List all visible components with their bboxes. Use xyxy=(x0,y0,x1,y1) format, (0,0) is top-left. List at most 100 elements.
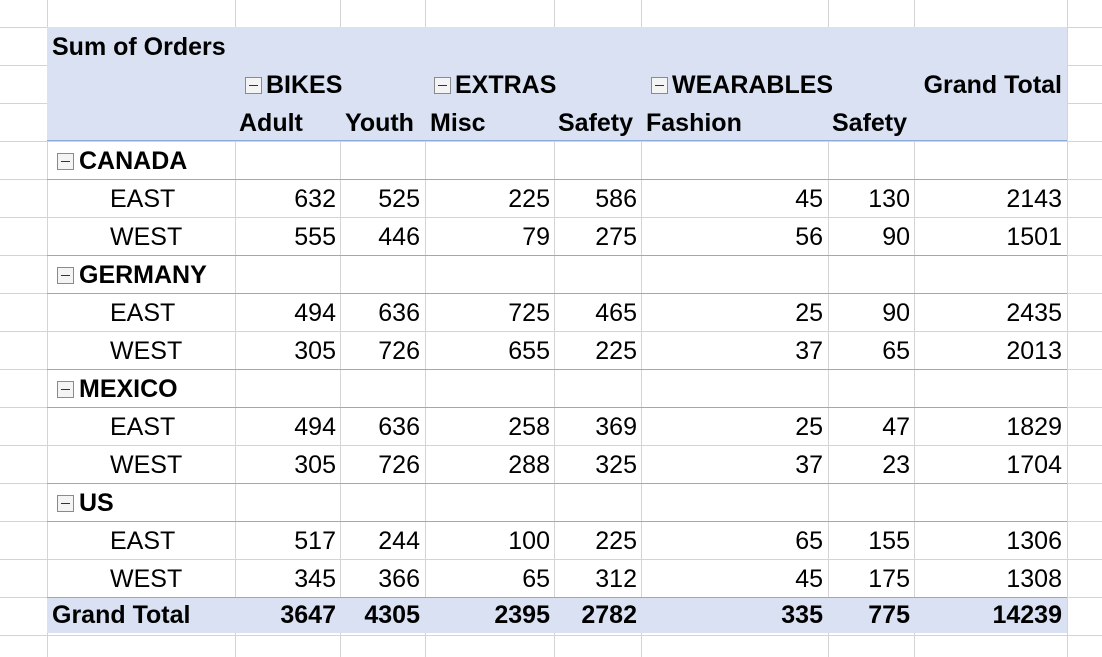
table-cell-value[interactable]: 555 xyxy=(294,223,336,251)
region-row-label[interactable]: WEST xyxy=(110,451,183,479)
table-cell-value[interactable]: 65 xyxy=(882,337,910,365)
row-grand-total[interactable]: 1308 xyxy=(1006,565,1062,593)
table-cell-value[interactable]: 45 xyxy=(795,185,823,213)
gridline-vertical xyxy=(425,0,426,657)
country-row-label[interactable]: GERMANY xyxy=(79,261,207,289)
row-grand-total[interactable]: 2013 xyxy=(1006,337,1062,365)
table-cell-value[interactable]: 655 xyxy=(508,337,550,365)
row-separator xyxy=(47,407,1067,408)
table-cell-value[interactable]: 305 xyxy=(294,451,336,479)
table-cell-value[interactable]: 345 xyxy=(294,565,336,593)
collapse-icon-country[interactable] xyxy=(57,381,74,398)
grand-total-overall[interactable]: 14239 xyxy=(992,601,1062,629)
collapse-icon-extras[interactable] xyxy=(434,77,451,94)
subcolumn-wearables-safety[interactable]: Safety xyxy=(832,109,908,137)
table-cell-value[interactable]: 494 xyxy=(294,413,336,441)
subcolumn-bikes-youth[interactable]: Youth xyxy=(345,109,414,137)
table-cell-value[interactable]: 175 xyxy=(868,565,910,593)
table-cell-value[interactable]: 225 xyxy=(595,527,637,555)
table-cell-value[interactable]: 56 xyxy=(795,223,823,251)
row-grand-total[interactable]: 1306 xyxy=(1006,527,1062,555)
row-grand-total[interactable]: 2143 xyxy=(1006,185,1062,213)
region-row-label[interactable]: EAST xyxy=(110,185,176,213)
collapse-icon-country[interactable] xyxy=(57,495,74,512)
table-cell-value[interactable]: 25 xyxy=(795,413,823,441)
table-cell-value[interactable]: 90 xyxy=(882,299,910,327)
country-row-label[interactable]: MEXICO xyxy=(79,375,178,403)
table-cell-value[interactable]: 369 xyxy=(595,413,637,441)
column-group-wearables[interactable]: WEARABLES xyxy=(672,71,834,99)
values-label[interactable]: Sum of Orders xyxy=(52,33,226,61)
table-cell-value[interactable]: 65 xyxy=(795,527,823,555)
table-cell-value[interactable]: 79 xyxy=(522,223,550,251)
table-cell-value[interactable]: 446 xyxy=(378,223,420,251)
region-row-label[interactable]: EAST xyxy=(110,299,176,327)
subcolumn-bikes-adult[interactable]: Adult xyxy=(239,109,303,137)
grand-total-value[interactable]: 2395 xyxy=(494,601,550,629)
subcolumn-extras-safety[interactable]: Safety xyxy=(558,109,634,137)
region-row-label[interactable]: WEST xyxy=(110,337,183,365)
table-cell-value[interactable]: 275 xyxy=(595,223,637,251)
country-row-label[interactable]: US xyxy=(79,489,114,517)
table-cell-value[interactable]: 726 xyxy=(378,337,420,365)
grand-total-row-label[interactable]: Grand Total xyxy=(52,601,191,629)
country-row-label[interactable]: CANADA xyxy=(79,147,188,175)
table-cell-value[interactable]: 130 xyxy=(868,185,910,213)
table-cell-value[interactable]: 47 xyxy=(882,413,910,441)
region-row-label[interactable]: WEST xyxy=(110,565,183,593)
column-group-bikes[interactable]: BIKES xyxy=(266,71,343,99)
table-cell-value[interactable]: 726 xyxy=(378,451,420,479)
table-cell-value[interactable]: 225 xyxy=(595,337,637,365)
table-cell-value[interactable]: 45 xyxy=(795,565,823,593)
grand-total-value[interactable]: 4305 xyxy=(364,601,420,629)
table-cell-value[interactable]: 90 xyxy=(882,223,910,251)
region-row-label[interactable]: EAST xyxy=(110,527,176,555)
table-cell-value[interactable]: 725 xyxy=(508,299,550,327)
table-cell-value[interactable]: 155 xyxy=(868,527,910,555)
grand-total-value[interactable]: 3647 xyxy=(280,601,336,629)
grand-total-value[interactable]: 2782 xyxy=(581,601,637,629)
column-group-extras[interactable]: EXTRAS xyxy=(455,71,557,99)
table-cell-value[interactable]: 288 xyxy=(508,451,550,479)
grand-total-row-band xyxy=(47,598,1067,633)
region-row-label[interactable]: EAST xyxy=(110,413,176,441)
row-separator xyxy=(47,597,1067,598)
table-cell-value[interactable]: 258 xyxy=(508,413,550,441)
table-cell-value[interactable]: 23 xyxy=(882,451,910,479)
region-row-label[interactable]: WEST xyxy=(110,223,183,251)
collapse-icon-bikes[interactable] xyxy=(245,77,262,94)
table-cell-value[interactable]: 305 xyxy=(294,337,336,365)
table-cell-value[interactable]: 325 xyxy=(595,451,637,479)
grand-total-column-header[interactable]: Grand Total xyxy=(923,71,1062,99)
table-cell-value[interactable]: 312 xyxy=(595,565,637,593)
collapse-icon-country[interactable] xyxy=(57,267,74,284)
table-cell-value[interactable]: 525 xyxy=(378,185,420,213)
table-cell-value[interactable]: 37 xyxy=(795,337,823,365)
table-cell-value[interactable]: 37 xyxy=(795,451,823,479)
table-cell-value[interactable]: 494 xyxy=(294,299,336,327)
table-cell-value[interactable]: 586 xyxy=(595,185,637,213)
subcolumn-extras-misc[interactable]: Misc xyxy=(430,109,486,137)
grand-total-value[interactable]: 775 xyxy=(868,601,910,629)
table-cell-value[interactable]: 636 xyxy=(378,299,420,327)
collapse-icon-country[interactable] xyxy=(57,153,74,170)
gridline-vertical xyxy=(47,0,48,657)
row-grand-total[interactable]: 1501 xyxy=(1006,223,1062,251)
table-cell-value[interactable]: 100 xyxy=(508,527,550,555)
table-cell-value[interactable]: 632 xyxy=(294,185,336,213)
table-cell-value[interactable]: 517 xyxy=(294,527,336,555)
table-cell-value[interactable]: 225 xyxy=(508,185,550,213)
collapse-icon-wearables[interactable] xyxy=(651,77,668,94)
table-cell-value[interactable]: 636 xyxy=(378,413,420,441)
table-cell-value[interactable]: 25 xyxy=(795,299,823,327)
row-grand-total[interactable]: 1704 xyxy=(1006,451,1062,479)
subcolumn-wearables-fashion[interactable]: Fashion xyxy=(646,109,742,137)
table-cell-value[interactable]: 465 xyxy=(595,299,637,327)
table-cell-value[interactable]: 366 xyxy=(378,565,420,593)
grand-total-value[interactable]: 335 xyxy=(781,601,823,629)
row-grand-total[interactable]: 2435 xyxy=(1006,299,1062,327)
table-cell-value[interactable]: 65 xyxy=(522,565,550,593)
row-grand-total[interactable]: 1829 xyxy=(1006,413,1062,441)
table-cell-value[interactable]: 244 xyxy=(378,527,420,555)
